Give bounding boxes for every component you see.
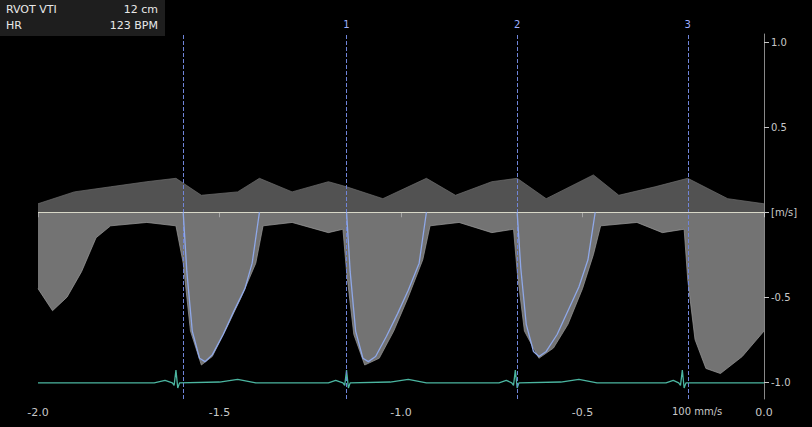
svg-text:3: 3 — [685, 19, 691, 30]
svg-text:-1.0: -1.0 — [771, 377, 791, 388]
svg-text:-2.0: -2.0 — [27, 406, 48, 419]
svg-text:-1.0: -1.0 — [390, 406, 411, 419]
svg-text:1: 1 — [343, 19, 349, 30]
svg-text:HR: HR — [6, 19, 22, 32]
svg-text:123 BPM: 123 BPM — [110, 19, 158, 32]
svg-text:12 cm: 12 cm — [124, 3, 158, 16]
svg-text:-0.5: -0.5 — [771, 292, 791, 303]
svg-text:-1.5: -1.5 — [209, 406, 230, 419]
svg-text:0.5: 0.5 — [771, 122, 787, 133]
svg-text:[m/s]: [m/s] — [771, 207, 797, 218]
svg-text:1.0: 1.0 — [771, 37, 787, 48]
svg-text:100 mm/s: 100 mm/s — [672, 406, 722, 417]
svg-text:RVOT VTI: RVOT VTI — [6, 3, 57, 16]
svg-text:0.0: 0.0 — [755, 406, 773, 419]
svg-text:2: 2 — [514, 19, 520, 30]
svg-text:-0.5: -0.5 — [572, 406, 593, 419]
